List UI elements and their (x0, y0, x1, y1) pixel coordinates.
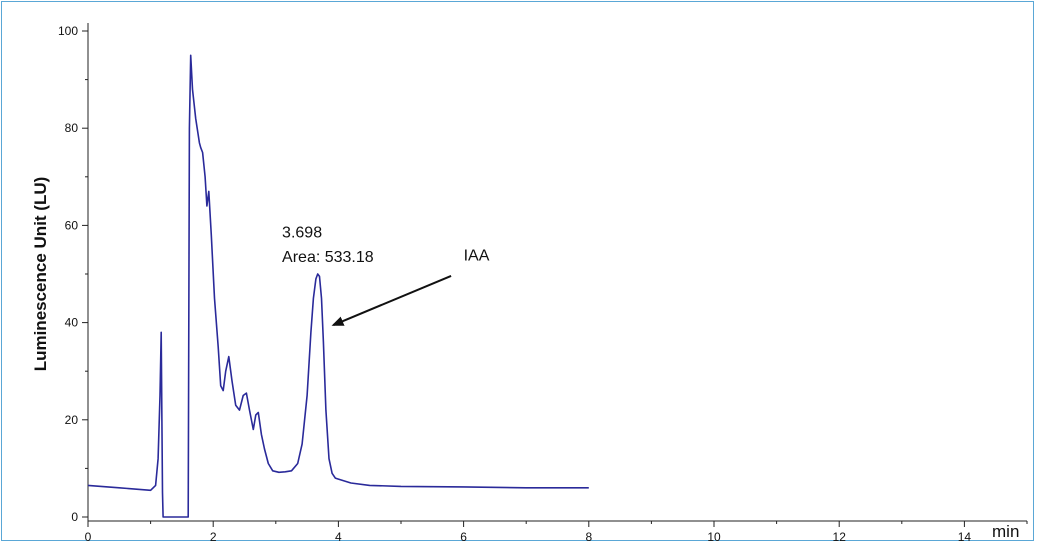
x-tick-label: 2 (210, 530, 217, 542)
x-tick-label: 10 (707, 530, 721, 542)
y-tick-label: 40 (65, 316, 79, 330)
x-tick-label: 14 (958, 530, 972, 542)
annotation-text: Area: 533.18 (282, 249, 374, 266)
y-tick-label: 100 (58, 24, 78, 38)
y-tick-label: 20 (65, 413, 79, 427)
x-tick-label: 12 (833, 530, 847, 542)
x-tick-label: 8 (585, 530, 592, 542)
y-tick-label: 0 (71, 510, 78, 524)
series-line (87, 54, 589, 518)
x-tick-label: 4 (335, 530, 342, 542)
annotation-text: 3.698 (282, 225, 322, 242)
y-tick-label: 60 (65, 218, 79, 232)
annotation-text: IAA (464, 247, 490, 264)
ticks: 0 20 40 60 80 100 0 2 4 6 8 10 12 14 (58, 24, 1028, 542)
x-axis-unit: min (992, 522, 1019, 541)
x-tick-label: 6 (460, 530, 467, 542)
axes (87, 23, 1027, 522)
annotation-arrow (331, 275, 452, 326)
y-axis-label: Luminescence Unit (LU) (31, 177, 50, 372)
plot-area (87, 54, 589, 518)
y-tick-label: 80 (65, 121, 79, 135)
x-tick-label: 0 (85, 530, 92, 542)
annotations: 3.698 Area: 533.18 IAA (282, 225, 490, 326)
